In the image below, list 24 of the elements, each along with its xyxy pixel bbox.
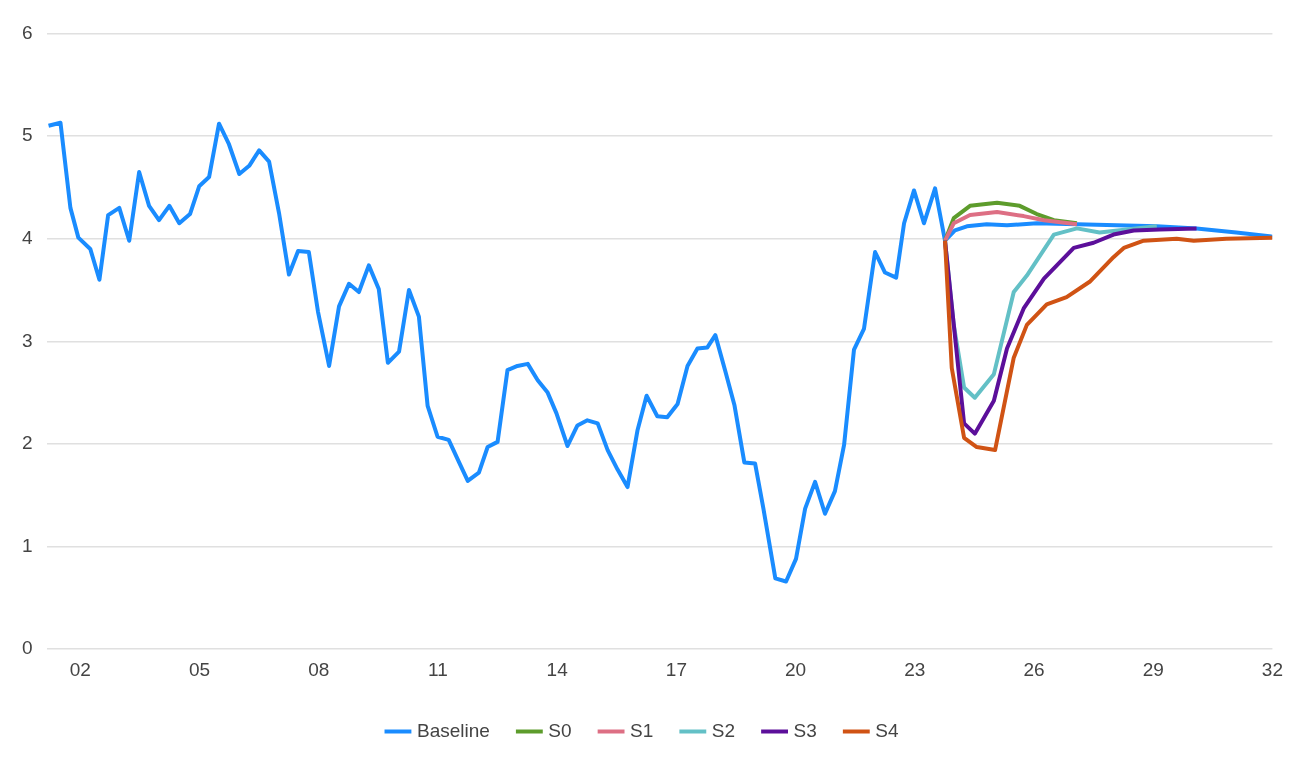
y-tick-label: 2 [21, 432, 33, 454]
legend-label: S3 [793, 719, 817, 741]
x-tick-label: 14 [546, 658, 569, 680]
legend-label: S0 [548, 719, 572, 741]
x-tick-label: 29 [1142, 658, 1164, 680]
x-tick-label: 32 [1261, 658, 1283, 680]
y-tick-label: 1 [21, 534, 33, 556]
x-tick-label: 23 [904, 658, 926, 680]
x-tick-label: 08 [308, 658, 330, 680]
x-tick-label: 20 [785, 658, 807, 680]
y-tick-label: 6 [21, 21, 33, 43]
x-tick-label: 02 [69, 658, 91, 680]
legend-label: S2 [711, 719, 736, 741]
x-tick-label: 17 [665, 658, 687, 680]
y-tick-label: 5 [21, 124, 33, 146]
x-tick-label: 11 [428, 658, 448, 680]
x-tick-label: 05 [188, 658, 211, 680]
legend-label: S4 [875, 719, 899, 741]
x-tick-label: 26 [1023, 658, 1045, 680]
y-tick-label: 4 [21, 226, 33, 248]
y-tick-label: 3 [21, 329, 33, 351]
legend-label: S1 [630, 719, 654, 741]
y-tick-label: 0 [21, 637, 33, 659]
legend-label: Baseline [416, 719, 490, 741]
